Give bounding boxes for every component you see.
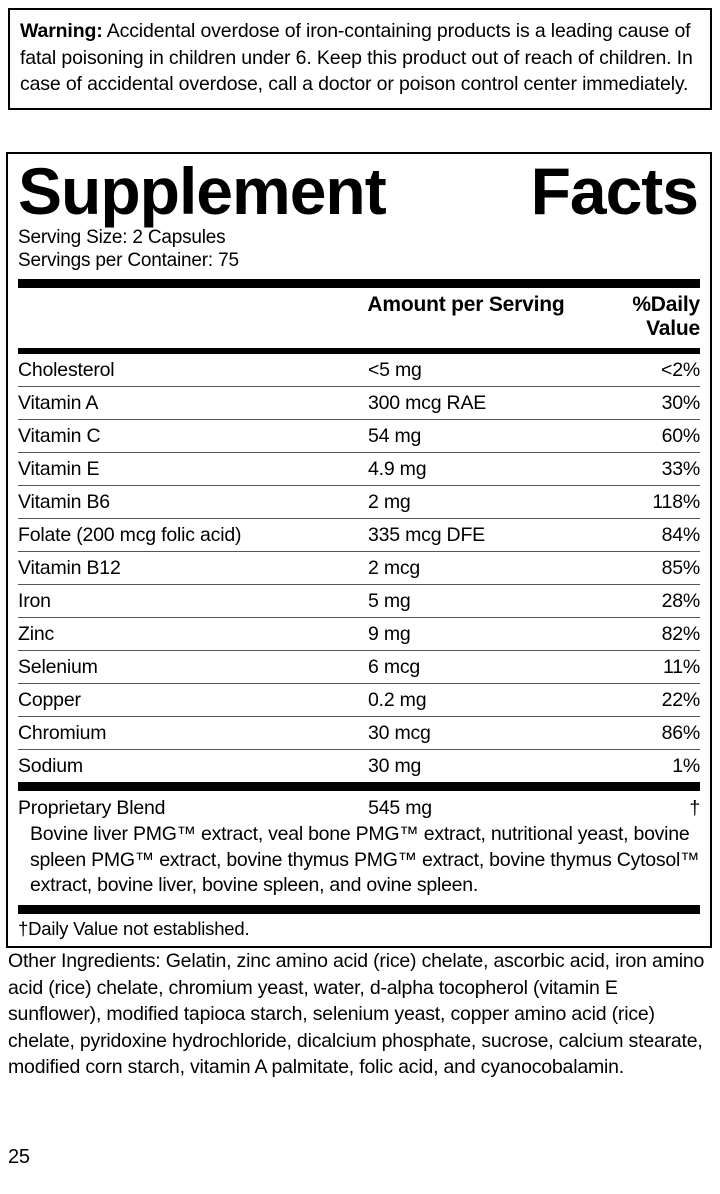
nutrient-daily-value: 28%	[661, 589, 701, 612]
nutrient-daily-value: 85%	[661, 556, 701, 579]
nutrient-amount: <5 mg	[367, 358, 422, 381]
nutrient-daily-value: 82%	[661, 622, 701, 645]
rule-below-headers	[18, 348, 700, 354]
nutrient-name: Iron	[18, 589, 51, 612]
table-row: Vitamin C 54 mg 60%	[18, 420, 700, 453]
table-row: Chromium 30 mcg 86%	[18, 717, 700, 750]
rule-below-blend	[18, 904, 700, 914]
nutrient-daily-value: <2%	[661, 358, 700, 381]
supplement-facts-panel: Supplement Facts Serving Size: 2 Capsule…	[6, 152, 712, 948]
nutrient-amount: 0.2 mg	[367, 688, 427, 711]
nutrient-name: Vitamin B6	[18, 490, 110, 513]
nutrient-amount: 54 mg	[367, 424, 422, 447]
header-daily-value: %Daily Value	[632, 293, 700, 340]
nutrient-daily-value: 33%	[661, 457, 701, 480]
nutrient-amount: 5 mg	[367, 589, 411, 612]
nutrient-amount: 6 mcg	[367, 655, 421, 678]
nutrient-name: Vitamin C	[18, 424, 101, 447]
nutrient-daily-value: 86%	[661, 721, 701, 744]
table-row: Iron 5 mg 28%	[18, 585, 700, 618]
table-row: Cholesterol <5 mg <2%	[18, 354, 700, 387]
daily-value-footnote: †Daily Value not established.	[18, 917, 250, 939]
serving-size: Serving Size: 2 Capsules	[18, 227, 226, 248]
table-row: Sodium 30 mg 1%	[18, 750, 700, 783]
nutrient-name: Vitamin B12	[18, 556, 121, 579]
table-row: Zinc 9 mg 82%	[18, 618, 700, 651]
table-header-row: Amount per Serving %Daily Value	[18, 288, 700, 348]
nutrient-daily-value: 118%	[652, 490, 700, 513]
servings-per-container: Servings per Container: 75	[18, 250, 239, 271]
warning-box: Warning: Accidental overdose of iron-con…	[8, 8, 712, 110]
table-row: Folate (200 mcg folic acid) 335 mcg DFE …	[18, 519, 700, 552]
nutrient-daily-value: 30%	[661, 391, 701, 414]
warning-body: Accidental overdose of iron-containing p…	[20, 20, 693, 95]
nutrient-name: Folate (200 mcg folic acid)	[18, 523, 242, 546]
proprietary-blend-table: Proprietary Blend 545 mg †	[18, 791, 700, 822]
nutrient-amount: 2 mg	[367, 490, 411, 513]
nutrient-rows-table: Cholesterol <5 mg <2% Vitamin A 300 mcg …	[18, 354, 700, 782]
table-row: Copper 0.2 mg 22%	[18, 684, 700, 717]
nutrient-amount: 335 mcg DFE	[367, 523, 485, 546]
table-row: Vitamin E 4.9 mg 33%	[18, 453, 700, 486]
table-row: Vitamin A 300 mcg RAE 30%	[18, 387, 700, 420]
supplement-facts-title: Supplement Facts	[18, 156, 700, 226]
nutrient-amount: 2 mcg	[367, 556, 421, 579]
proprietary-blend-row: Proprietary Blend 545 mg †	[18, 791, 700, 822]
header-nutrient	[18, 288, 367, 348]
nutrient-amount: 4.9 mg	[367, 457, 427, 480]
nutrient-name: Cholesterol	[18, 358, 115, 381]
header-amount-per-serving: Amount per Serving	[367, 293, 565, 316]
nutrient-name: Vitamin A	[18, 391, 99, 414]
table-row: Vitamin B6 2 mg 118%	[18, 486, 700, 519]
nutrient-daily-value: 22%	[661, 688, 701, 711]
nutrient-amount: 30 mcg	[367, 721, 431, 744]
page-number: 25	[8, 1146, 30, 1168]
title-word-facts: Facts	[530, 154, 699, 228]
nutrient-name: Vitamin E	[18, 457, 100, 480]
nutrient-daily-value: 1%	[672, 754, 700, 777]
nutrient-daily-value: 11%	[663, 655, 700, 678]
nutrient-name: Zinc	[18, 622, 55, 645]
warning-label: Warning:	[20, 20, 103, 42]
blend-name: Proprietary Blend	[18, 797, 166, 819]
blend-description: Bovine liver PMG™ extract, veal bone PMG…	[30, 823, 700, 896]
nutrient-amount: 30 mg	[367, 754, 422, 777]
nutrient-daily-value: 60%	[661, 424, 701, 447]
nutrient-daily-value: 84%	[661, 523, 701, 546]
warning-text: Warning: Accidental overdose of iron-con…	[20, 18, 700, 98]
nutrient-amount: 300 mcg RAE	[367, 391, 487, 414]
blend-daily-value-dagger: †	[689, 797, 700, 819]
nutrient-name: Chromium	[18, 721, 107, 744]
other-ingredients: Other Ingredients: Gelatin, zinc amino a…	[8, 950, 705, 1078]
rule-above-headers	[18, 279, 700, 288]
title-word-supplement: Supplement	[18, 154, 387, 228]
serving-info: Serving Size: 2 Capsules Servings per Co…	[18, 226, 700, 279]
nutrient-name: Copper	[18, 688, 81, 711]
table-row: Vitamin B12 2 mcg 85%	[18, 552, 700, 585]
rule-above-blend	[18, 782, 700, 791]
nutrient-name: Selenium	[18, 655, 98, 678]
table-row: Selenium 6 mcg 11%	[18, 651, 700, 684]
nutrient-amount: 9 mg	[367, 622, 411, 645]
nutrient-rows-body: Cholesterol <5 mg <2% Vitamin A 300 mcg …	[18, 354, 700, 782]
blend-amount: 545 mg	[368, 797, 432, 819]
nutrient-name: Sodium	[18, 754, 83, 777]
nutrition-table: Amount per Serving %Daily Value	[18, 288, 700, 348]
